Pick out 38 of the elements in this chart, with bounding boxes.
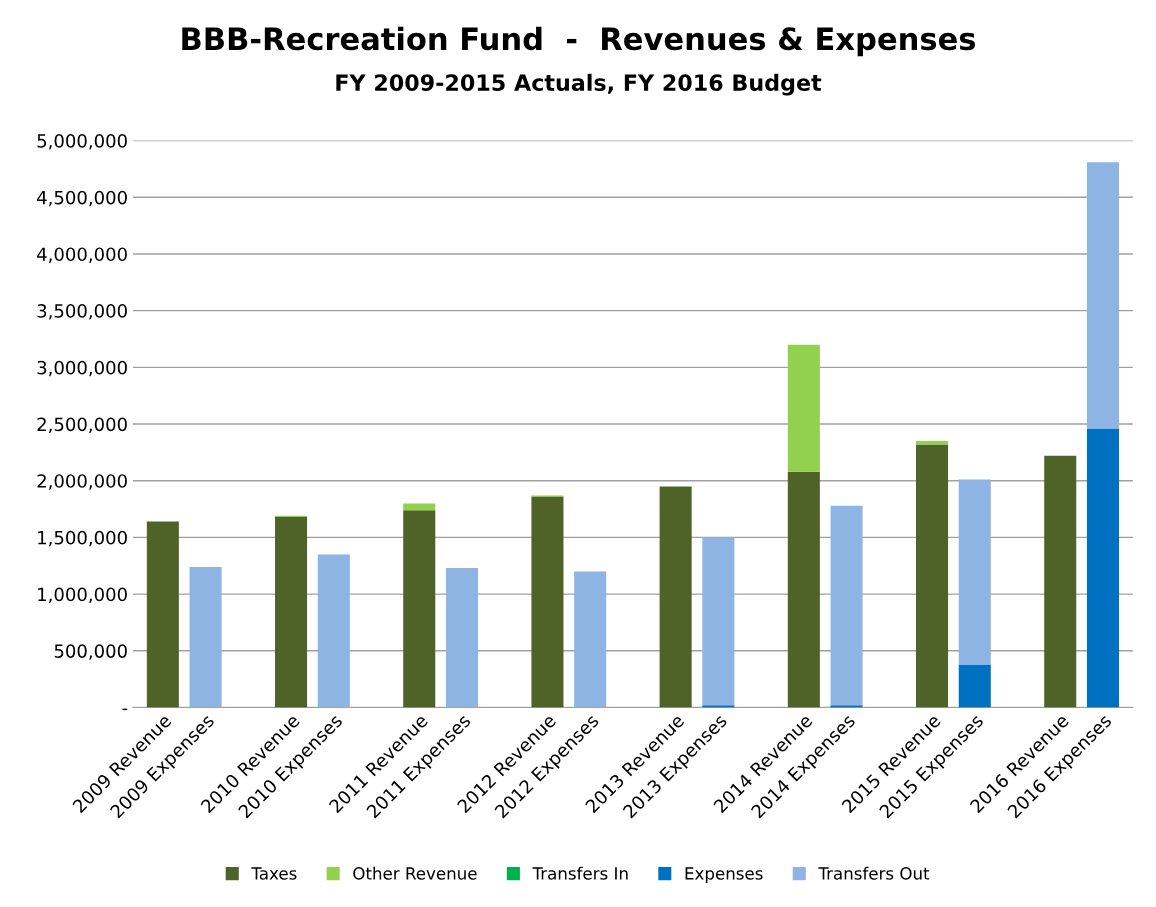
bar (830, 505, 863, 706)
chart-subtitle: FY 2009-2015 Actuals, FY 2016 Budget (336, 73, 822, 96)
bar (275, 516, 308, 708)
bar (916, 444, 949, 708)
bar (787, 471, 820, 708)
bar (445, 568, 478, 708)
bar (403, 503, 436, 511)
bar (531, 496, 564, 708)
bar (659, 486, 692, 708)
bar (146, 521, 179, 708)
y-tick-label: 500,000 (54, 644, 127, 660)
bar (574, 571, 607, 708)
y-tick-label: 4,500,000 (37, 190, 127, 207)
y-tick-label: 1,000,000 (38, 587, 127, 604)
bar (189, 566, 222, 708)
legend-label: Transfers Out (818, 866, 930, 880)
bar (403, 510, 436, 708)
y-tick-label: 3,000,000 (37, 360, 127, 377)
bar (1044, 455, 1077, 708)
legend-label: Other Revenue (353, 866, 477, 880)
y-tick-label: - (122, 708, 128, 711)
bar (317, 554, 350, 708)
y-tick-label: 4,000,000 (37, 247, 127, 263)
bar (787, 344, 820, 472)
legend-label: Taxes (251, 867, 297, 880)
y-tick-label: 1,500,000 (38, 530, 127, 547)
bar (1086, 162, 1119, 429)
bar (958, 664, 991, 708)
bar (702, 537, 735, 706)
legend-label: Expenses (685, 867, 763, 883)
bar (1086, 428, 1119, 708)
y-tick-label: 3,500,000 (37, 304, 127, 320)
chart-title: BBB-Recreation Fund - Revenues & Expenses (182, 26, 976, 57)
y-tick-label: 2,000,000 (37, 474, 127, 490)
y-tick-label: 5,000,000 (37, 134, 127, 150)
y-tick-label: 2,500,000 (37, 417, 127, 433)
bar (958, 479, 991, 665)
legend-label: Transfers In (532, 866, 628, 880)
